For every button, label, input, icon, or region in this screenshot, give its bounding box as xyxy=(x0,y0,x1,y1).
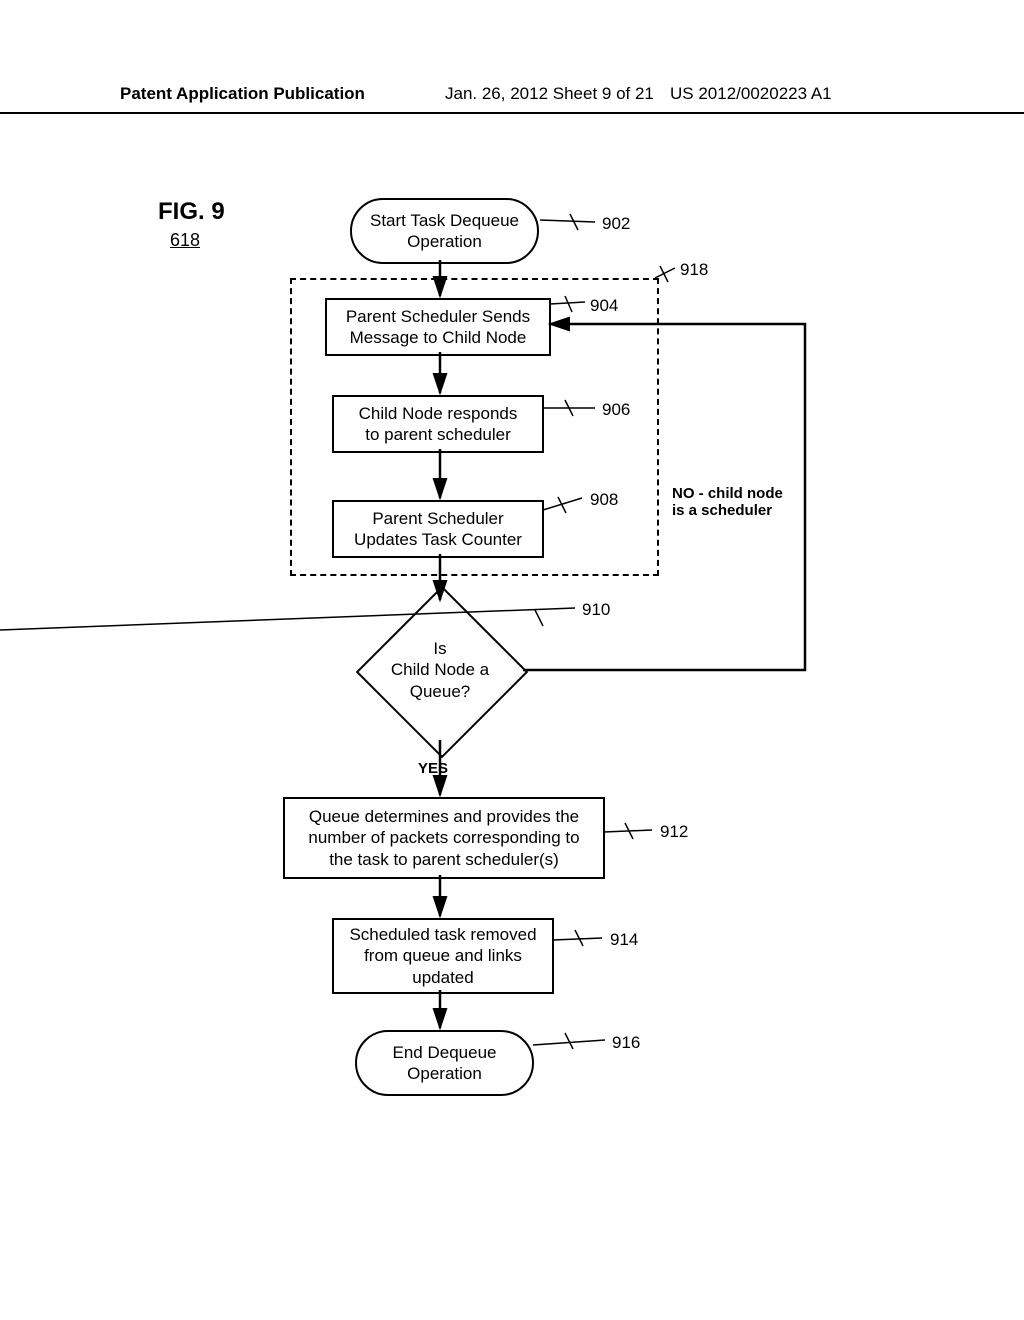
no-label: NO - child nodeis a scheduler xyxy=(672,485,783,519)
header-right: US 2012/0020223 A1 xyxy=(670,84,832,104)
process-904-text: Parent Scheduler SendsMessage to Child N… xyxy=(346,306,530,349)
process-914-text: Scheduled task removedfrom queue and lin… xyxy=(349,924,536,988)
header-left: Patent Application Publication xyxy=(120,84,365,104)
ref-914: 914 xyxy=(610,930,638,950)
ref-904: 904 xyxy=(590,296,618,316)
process-906: Child Node respondsto parent scheduler xyxy=(332,395,544,453)
page: Patent Application Publication Jan. 26, … xyxy=(0,0,1024,1320)
decision-910-text: IsChild Node aQueue? xyxy=(360,615,520,725)
start-terminator: Start Task DequeueOperation xyxy=(350,198,539,264)
process-906-text: Child Node respondsto parent scheduler xyxy=(359,403,518,446)
yes-label: YES xyxy=(418,760,448,777)
end-text: End DequeueOperation xyxy=(393,1042,497,1085)
process-904: Parent Scheduler SendsMessage to Child N… xyxy=(325,298,551,356)
ref-918: 918 xyxy=(680,260,708,280)
page-header: Patent Application Publication Jan. 26, … xyxy=(0,84,1024,114)
end-terminator: End DequeueOperation xyxy=(355,1030,534,1096)
ref-902: 902 xyxy=(602,214,630,234)
start-text: Start Task DequeueOperation xyxy=(370,210,519,253)
header-center: Jan. 26, 2012 Sheet 9 of 21 xyxy=(445,84,654,104)
figure-sublabel: 618 xyxy=(170,230,200,251)
process-912-text: Queue determines and provides thenumber … xyxy=(308,806,579,870)
figure-label: FIG. 9 xyxy=(158,198,225,226)
ref-908: 908 xyxy=(590,490,618,510)
process-914: Scheduled task removedfrom queue and lin… xyxy=(332,918,554,994)
ref-916: 916 xyxy=(612,1033,640,1053)
ref-912: 912 xyxy=(660,822,688,842)
process-912: Queue determines and provides thenumber … xyxy=(283,797,605,879)
ref-910: 910 xyxy=(582,600,610,620)
process-908-text: Parent SchedulerUpdates Task Counter xyxy=(354,508,522,551)
ref-906: 906 xyxy=(602,400,630,420)
process-908: Parent SchedulerUpdates Task Counter xyxy=(332,500,544,558)
